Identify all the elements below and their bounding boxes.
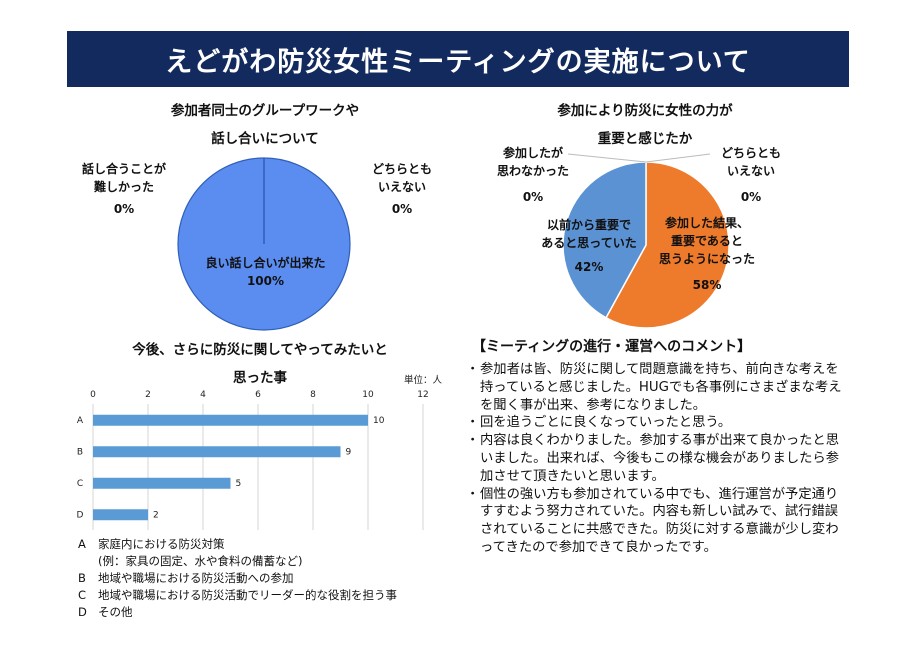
pie2-leader-left [567, 153, 647, 163]
pie1-label-good: 良い話し合いが出来た 100% [178, 254, 353, 290]
pie2-label-after-value: 58% [692, 278, 722, 292]
pie2-label-after: 参加した結果、 重要であると 思うようになった 58% [648, 214, 766, 294]
bar-legend-item: C 地域や職場における防災活動でリーダー的な役割を担う事 [78, 587, 458, 604]
pie2-slice-0 [604, 161, 730, 329]
pie2-label-notthink: 参加したが 思わなかった 0% [488, 144, 578, 206]
pie2-label-before: 以前から重要で あると思っていた 42% [530, 216, 648, 276]
pie1-label-difficult: 話し合うことが 難しかった 0% [70, 160, 178, 218]
pie1-label-neither-line1: どちらとも [371, 162, 432, 176]
pie1-title-line2: 話し合いについて [211, 131, 319, 147]
bar-D [93, 509, 148, 521]
comments-list: 参加者は皆、防災に関して問題意識を持ち、前向きな考えを持っていると感じました。H… [466, 361, 846, 557]
pie2-leader-right [645, 153, 711, 163]
bar-tick-label: 10 [362, 390, 374, 400]
bar-category-label: C [77, 479, 83, 489]
bar-title: 今後、さらに防災に関してやってみたいと 思った事 [95, 336, 425, 392]
pie2-label-neither-line1: どちらとも [720, 146, 781, 160]
bar-legend: A 家庭内における防災対策 (例：家具の固定、水や食料の備蓄など) B 地域や職場におけ… [78, 536, 458, 621]
bar-legend-item: D その他 [78, 604, 458, 621]
pie1-title: 参加者同士のグループワークや 話し合いについて [120, 97, 410, 153]
bar-legend-text: 地域や職場における防災活動への参加 [98, 571, 294, 585]
bar-tick-label: 0 [90, 390, 96, 400]
pie2-label-before-line2: あると思っていた [541, 236, 637, 250]
bar-B [93, 446, 341, 458]
bar-legend-item: (例：家具の固定、水や食料の備蓄など) [78, 553, 458, 570]
pie2-label-neither-line2: いえない [726, 164, 775, 178]
bar-title-line1: 今後、さらに防災に関してやってみたいと [132, 342, 388, 358]
pie2-label-before-value: 42% [574, 260, 604, 274]
bar-tick-label: 8 [310, 390, 316, 400]
bar-category-label: B [77, 447, 83, 457]
pie2-label-notthink-line2: 思わなかった [496, 164, 569, 178]
bar-tick-label: 4 [200, 390, 206, 400]
bar-tick-label: 12 [417, 390, 428, 400]
pie1-label-difficult-value: 0% [113, 202, 135, 216]
bar-chart: 0 2 4 6 8 10 12 A B C D 10 9 5 2 [77, 390, 429, 530]
comment-item: 内容は良くわかりました。参加する事が出来て良かったと思いました。出来れば、今後も… [466, 432, 846, 485]
pie2-label-after-line1: 参加した結果、 [664, 216, 749, 230]
pie2-label-before-line1: 以前から重要で [546, 218, 631, 232]
pie2-label-notthink-line1: 参加したが [502, 146, 563, 160]
bar-value-label: 5 [236, 479, 242, 489]
bar-legend-text: その他 [98, 605, 133, 619]
bar-unit-label: 単位：人 [404, 375, 443, 386]
comment-item: 回を追うごとに良くなっていったと思う。 [466, 414, 846, 432]
bar-legend-key: D [78, 605, 87, 619]
comment-item: 個性の強い方も参加されている中でも、進行運営が予定通りすすむよう努力されていた。… [466, 486, 846, 557]
bar-legend-item: A 家庭内における防災対策 [78, 536, 458, 553]
pie2-label-neither: どちらとも いえない 0% [706, 144, 796, 206]
bar-value-label: 10 [373, 416, 385, 426]
pie2-label-after-line3: 思うようになった [658, 252, 755, 266]
pie1-label-neither: どちらとも いえない 0% [352, 160, 452, 218]
pie1-label-good-value: 100% [246, 274, 285, 288]
pie1-label-neither-value: 0% [391, 202, 413, 216]
pie2-title-line1: 参加により防災に女性の力が [557, 103, 733, 119]
pie2-title: 参加により防災に女性の力が 重要と感じたか [500, 97, 790, 153]
pie1-label-neither-line2: いえない [377, 180, 426, 194]
bar-value-label: 9 [346, 447, 352, 457]
comments-heading: 【ミーティングの進行・運営へのコメント】 [472, 339, 752, 355]
bar-category-label: D [77, 510, 84, 520]
pie1-title-line1: 参加者同士のグループワークや [170, 103, 360, 119]
pie1-label-difficult-line1: 話し合うことが [81, 162, 166, 176]
page-title: えどがわ防災女性ミーティングの実施について [165, 46, 751, 78]
bar-category-label: A [77, 416, 84, 426]
pie2-slice-1 [562, 161, 647, 319]
bar-title-line2: 思った事 [233, 370, 287, 386]
bar-legend-key: C [78, 588, 87, 602]
title-banner: えどがわ防災女性ミーティングの実施について [67, 31, 849, 87]
pie1-chart [177, 157, 351, 331]
bar-tick-label: 6 [255, 390, 261, 400]
bar-C [93, 477, 231, 489]
pie2-label-neither-value: 0% [740, 190, 762, 204]
bar-legend-key: A [78, 537, 86, 551]
bar-value-label: 2 [153, 510, 159, 520]
bar-A [93, 414, 368, 426]
bar-tick-label: 2 [145, 390, 151, 400]
pie1-label-difficult-line2: 難しかった [93, 180, 154, 194]
bar-legend-key: B [78, 571, 86, 585]
bar-legend-text: 地域や職場における防災活動でリーダー的な役割を担う事 [98, 588, 397, 602]
bar-legend-text: 家庭内における防災対策 [98, 537, 225, 551]
bar-legend-text: (例：家具の固定、水や食料の備蓄など) [98, 554, 303, 568]
comment-item: 参加者は皆、防災に関して問題意識を持ち、前向きな考えを持っていると感じました。H… [466, 361, 846, 414]
pie2-chart [562, 153, 730, 329]
pie2-title-line2: 重要と感じたか [597, 131, 693, 147]
bar-legend-item: B 地域や職場における防災活動への参加 [78, 570, 458, 587]
pie2-label-notthink-value: 0% [522, 190, 544, 204]
pie1-label-good-text: 良い話し合いが出来た [205, 256, 326, 270]
pie2-label-after-line2: 重要であると [671, 234, 743, 248]
